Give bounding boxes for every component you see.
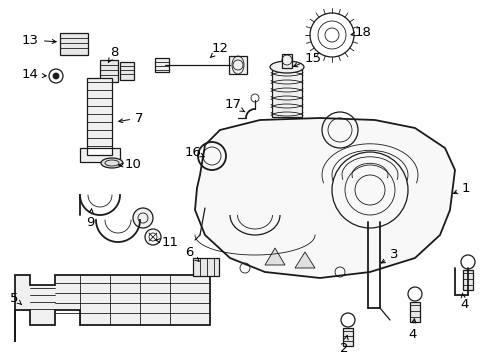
Polygon shape xyxy=(15,275,209,342)
Text: 5: 5 xyxy=(10,292,21,305)
Text: 7: 7 xyxy=(119,112,143,125)
Text: 8: 8 xyxy=(108,46,118,62)
Text: 3: 3 xyxy=(381,248,398,263)
Text: 4: 4 xyxy=(407,319,415,342)
Polygon shape xyxy=(195,118,454,278)
Bar xyxy=(282,54,291,68)
Polygon shape xyxy=(80,148,120,162)
Text: 13: 13 xyxy=(22,33,56,46)
Ellipse shape xyxy=(101,158,123,168)
Text: 2: 2 xyxy=(339,336,348,355)
Bar xyxy=(342,328,352,346)
Bar xyxy=(271,67,302,117)
Bar xyxy=(120,62,134,80)
Bar xyxy=(155,58,169,72)
Text: 16: 16 xyxy=(184,145,204,158)
Polygon shape xyxy=(264,248,285,265)
Text: 17: 17 xyxy=(224,99,244,112)
Text: 9: 9 xyxy=(86,209,94,229)
Text: 15: 15 xyxy=(293,51,321,67)
Text: 6: 6 xyxy=(184,247,199,261)
Bar xyxy=(87,78,112,148)
Bar xyxy=(409,302,419,322)
Text: 11: 11 xyxy=(156,235,179,248)
Bar xyxy=(60,33,88,55)
Circle shape xyxy=(133,208,153,228)
Bar xyxy=(228,56,246,74)
Bar xyxy=(193,258,219,276)
Text: 10: 10 xyxy=(119,158,142,171)
Text: 14: 14 xyxy=(22,68,46,81)
Ellipse shape xyxy=(269,61,304,73)
Text: 18: 18 xyxy=(350,26,371,39)
Circle shape xyxy=(53,73,59,79)
Bar xyxy=(100,60,118,82)
Circle shape xyxy=(331,152,407,228)
Polygon shape xyxy=(294,252,314,268)
Text: 12: 12 xyxy=(210,41,228,58)
Text: 1: 1 xyxy=(453,181,469,194)
Bar xyxy=(462,270,472,290)
Text: 4: 4 xyxy=(459,293,468,311)
